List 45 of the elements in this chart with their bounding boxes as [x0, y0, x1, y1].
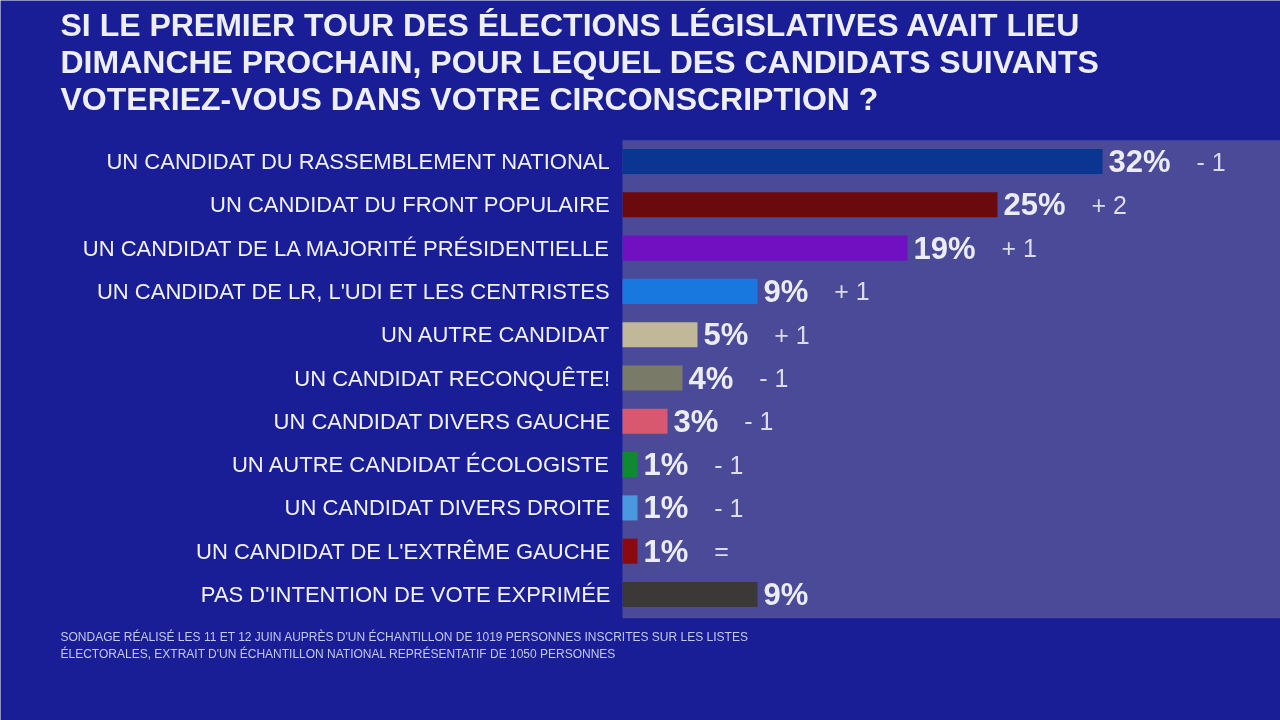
text: SONDAGE RÉALISÉ LES 11 ET 12 JUIN AUPRÈS D'UN ÉCHANTILLON DE 1019 PERSONNES INSCRITES SUR LES LISTES ÉLECTORALES, EXTRAIT D'UN ÉCHANTILLON NATIONAL REPRÉSENTATIF DE 1050 PERSONNES — [60, 628, 748, 661]
y-tick-label: UN AUTRE CANDIDAT ÉCOLOGISTE — [231, 452, 609, 478]
annotation: - 1 — [714, 493, 744, 522]
data-label: 3% — [673, 403, 719, 439]
annotation: + 1 — [774, 320, 810, 349]
y-tick-label: UN AUTRE CANDIDAT — [381, 322, 610, 348]
y-tick-label: UN CANDIDAT DE LR, L'UDI ET LES CENTRISTES — [96, 278, 610, 304]
data-label: 19% — [913, 230, 976, 266]
text: - 1 — [1196, 147, 1226, 176]
bar — [622, 192, 998, 218]
y-tick-label: PAS D'INTENTION DE VOTE EXPRIMÉE — [200, 582, 611, 607]
data-label: 9% — [763, 577, 809, 612]
annotation: + 2 — [1091, 190, 1127, 219]
annotation: + 1 — [1001, 234, 1037, 263]
annotation: - 1 — [759, 364, 789, 392]
data-label: 5% — [703, 317, 749, 353]
data-label: 1% — [643, 447, 689, 483]
data-label: 1% — [643, 490, 689, 526]
bar — [622, 408, 668, 434]
bar — [622, 538, 638, 564]
y-tick-label: UN CANDIDAT DE L'EXTRÊME GAUCHE — [195, 538, 611, 564]
bar — [622, 278, 758, 304]
bar — [622, 365, 683, 391]
bar — [622, 235, 908, 261]
y-tick-label: UN CANDIDAT DIVERS DROITE — [284, 495, 611, 521]
y-tick-label: UN CANDIDAT DIVERS GAUCHE — [273, 408, 611, 434]
y-tick-label: UN CANDIDAT DU FRONT POPULAIRE — [209, 192, 610, 218]
bar — [622, 581, 758, 608]
data-label: 9% — [763, 273, 809, 309]
data-label: 25% — [1003, 187, 1066, 223]
y-tick-label: UN CANDIDAT DE LA MAJORITÉ PRÉSIDENTIELLE — [82, 235, 609, 261]
annotation: + 1 — [834, 277, 870, 306]
bar — [622, 495, 638, 521]
data-label: 4% — [688, 360, 734, 396]
annotation: - 1 — [714, 450, 744, 479]
annotation: = — [714, 537, 729, 566]
data-label: 1% — [643, 533, 689, 569]
bar — [622, 452, 638, 478]
y-tick-label: UN CANDIDAT DU RASSEMBLEMENT NATIONAL — [106, 149, 610, 174]
data-label: 32% — [1108, 144, 1171, 179]
annotation: - 1 — [744, 407, 774, 436]
bar — [622, 148, 1103, 175]
bar — [622, 322, 698, 348]
chart-title: SI LE PREMIER TOUR DES ÉLECTIONS LÉGISLATIVES AVAIT LIEU DIMANCHE PROCHAIN, POUR LEQUEL DES CANDIDATS SUIVANTS VOTERIEZ-VOUS DANS VOTRE CIRCONSCRIPTION ? — [60, 6, 1099, 117]
y-tick-label: UN CANDIDAT RECONQUÊTE! — [294, 365, 611, 391]
